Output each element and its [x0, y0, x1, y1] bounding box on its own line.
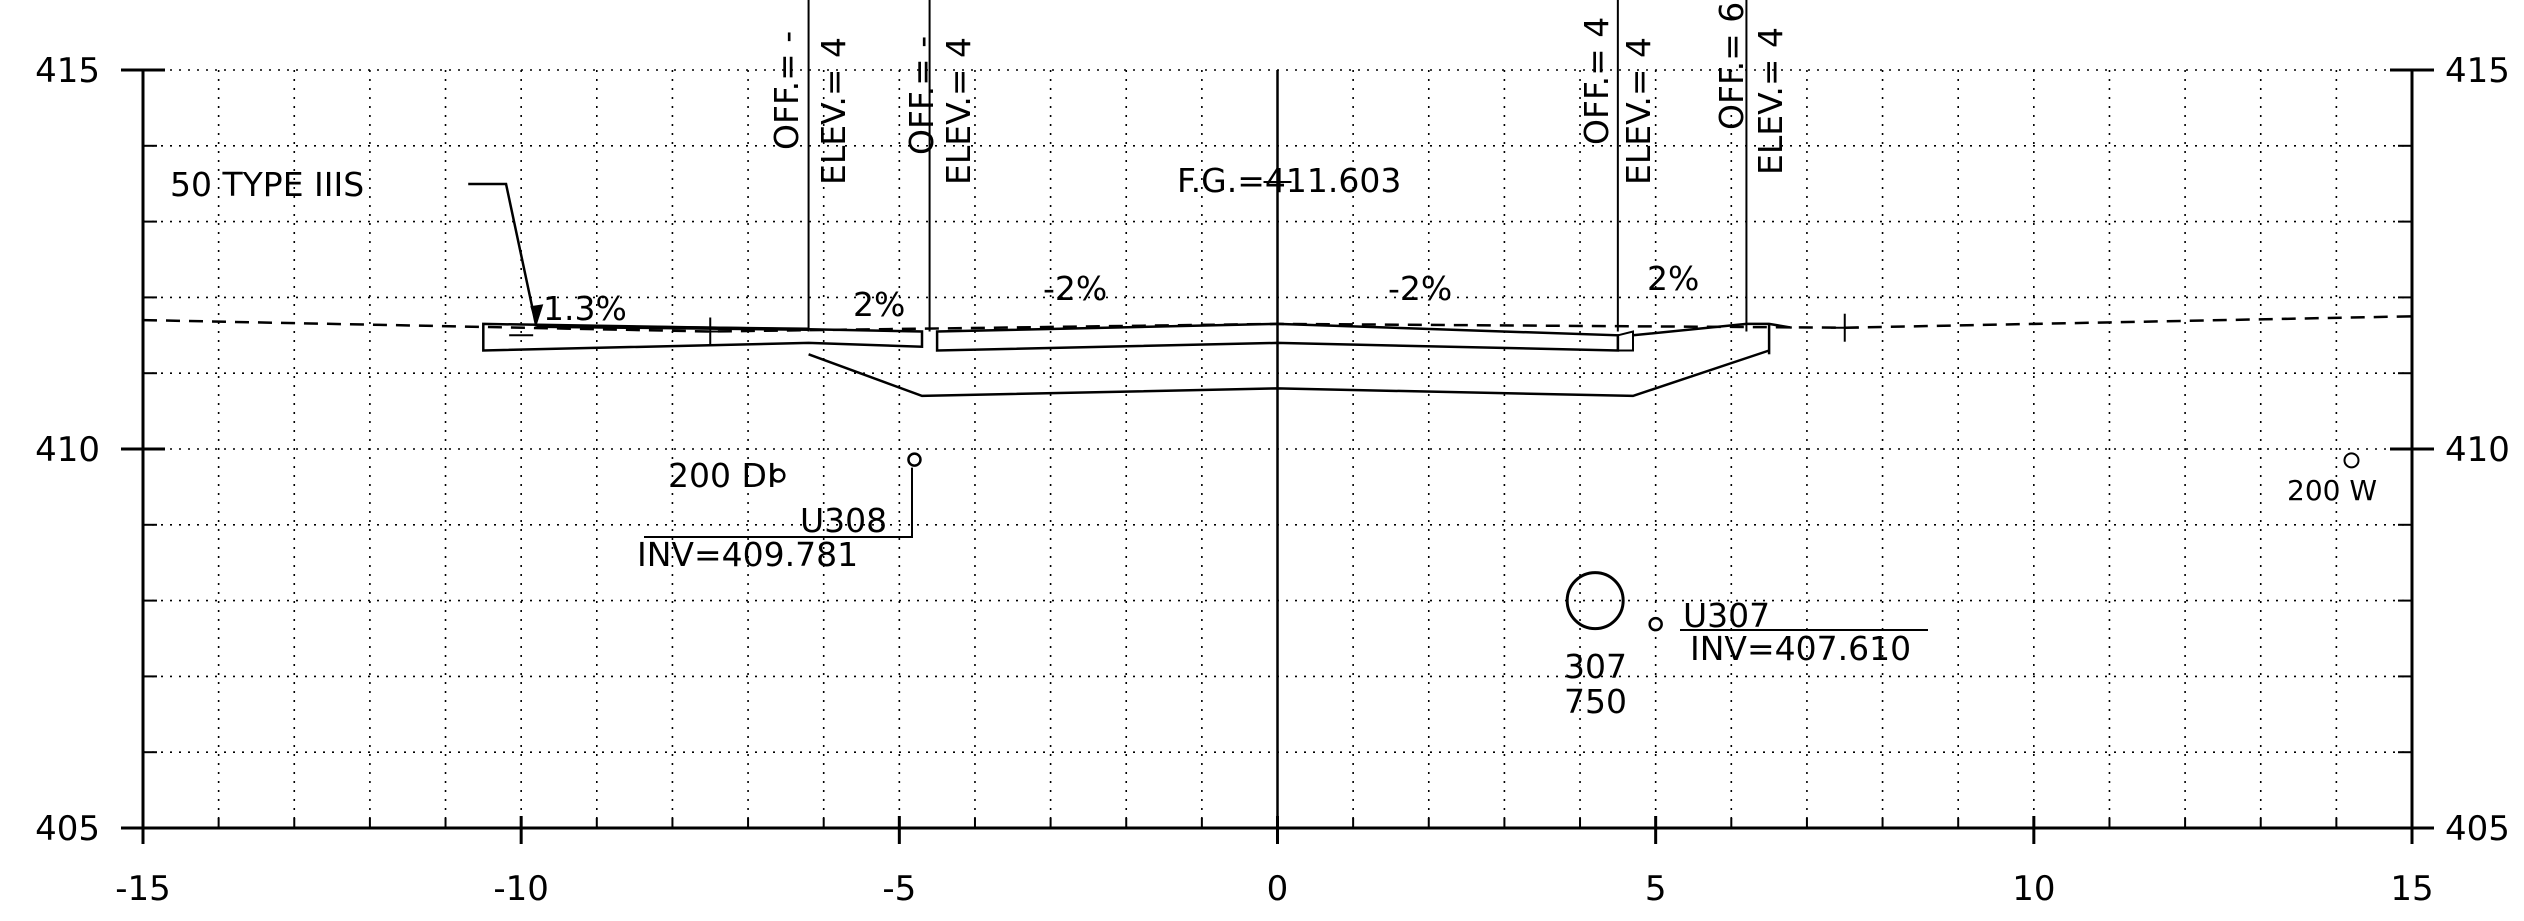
- slope-label-5: 2%: [1647, 259, 1699, 298]
- y-tick-label-right: 415: [2445, 51, 2510, 91]
- grid-lines: [142, 69, 2413, 829]
- manhole-circle: [1565, 571, 1625, 631]
- pipe-200-di: [771, 468, 786, 483]
- y-axis-tick-labels: 415 410 405 415 410 405: [35, 51, 2510, 849]
- x-tick-label: 15: [2390, 869, 2433, 909]
- x-tick-label: 0: [1267, 869, 1289, 909]
- subgrade-line: [808, 349, 1770, 398]
- elevation-label-3: ELEV.= 4: [1619, 37, 1658, 185]
- slope-label-4: -2%: [1388, 269, 1452, 308]
- offset-label-4: OFF.= 6: [1712, 2, 1751, 130]
- water-main-label: 200 W: [2287, 474, 2377, 507]
- y-tick-label-left: 405: [35, 809, 100, 849]
- x-tick-label: -10: [493, 869, 549, 909]
- pavement-type-leader: [468, 182, 538, 327]
- pipe-u308: [907, 452, 922, 467]
- pavement-type-label: 50 TYPE IIIS: [170, 165, 364, 204]
- pipe-u307: [1648, 616, 1663, 632]
- manhole-number-label: 307: [1564, 647, 1627, 686]
- right-shoulder-top: [1632, 322, 1793, 337]
- x-tick-label: 5: [1645, 869, 1667, 909]
- finished-surface-left: [536, 324, 809, 331]
- water-main-circle: [2343, 452, 2360, 469]
- slope-label-2: 2%: [853, 285, 905, 324]
- x-tick-label: -5: [882, 869, 916, 909]
- y-tick-label-right: 410: [2445, 430, 2510, 470]
- leader-arrowhead: [530, 304, 544, 327]
- pipe-id-label-u307: U307: [1683, 596, 1770, 635]
- offset-label-2: OFF.= -: [902, 36, 941, 155]
- y-tick-label-left: 415: [35, 51, 100, 91]
- elevation-label-1: ELEV.= 4: [814, 37, 853, 185]
- finished-grade-label: F.G.=411.603: [1177, 161, 1401, 200]
- slope-label-1: 1.3%: [543, 289, 627, 328]
- axes-frame: [121, 68, 2434, 844]
- pipe-size-label: 200 DI: [668, 456, 777, 495]
- curb: [1616, 330, 1634, 352]
- pipe-inv-label-u308: INV=409.781: [637, 535, 858, 574]
- x-tick-label: 10: [2012, 869, 2055, 909]
- x-axis-tick-labels: -15 -10 -5 0 5 10 15: [115, 869, 2433, 909]
- slope-label-3: -2%: [1043, 269, 1107, 308]
- offset-label-1: OFF.= -: [767, 31, 806, 150]
- pipe-u308-leader: [644, 467, 913, 538]
- manhole-size-label: 750: [1564, 682, 1627, 721]
- y-tick-label-left: 410: [35, 430, 100, 470]
- pipe-inv-label-u307: INV=407.610: [1690, 629, 1911, 668]
- pipe-id-label-u308: U308: [800, 501, 887, 540]
- offset-label-3: OFF.= 4: [1577, 17, 1616, 145]
- road-geometry: [142, 0, 2413, 632]
- elevation-label-4: ELEV.= 4: [1751, 27, 1790, 175]
- y-tick-label-right: 405: [2445, 809, 2510, 849]
- elevation-label-2: ELEV.= 4: [939, 37, 978, 185]
- x-tick-label: -15: [115, 869, 171, 909]
